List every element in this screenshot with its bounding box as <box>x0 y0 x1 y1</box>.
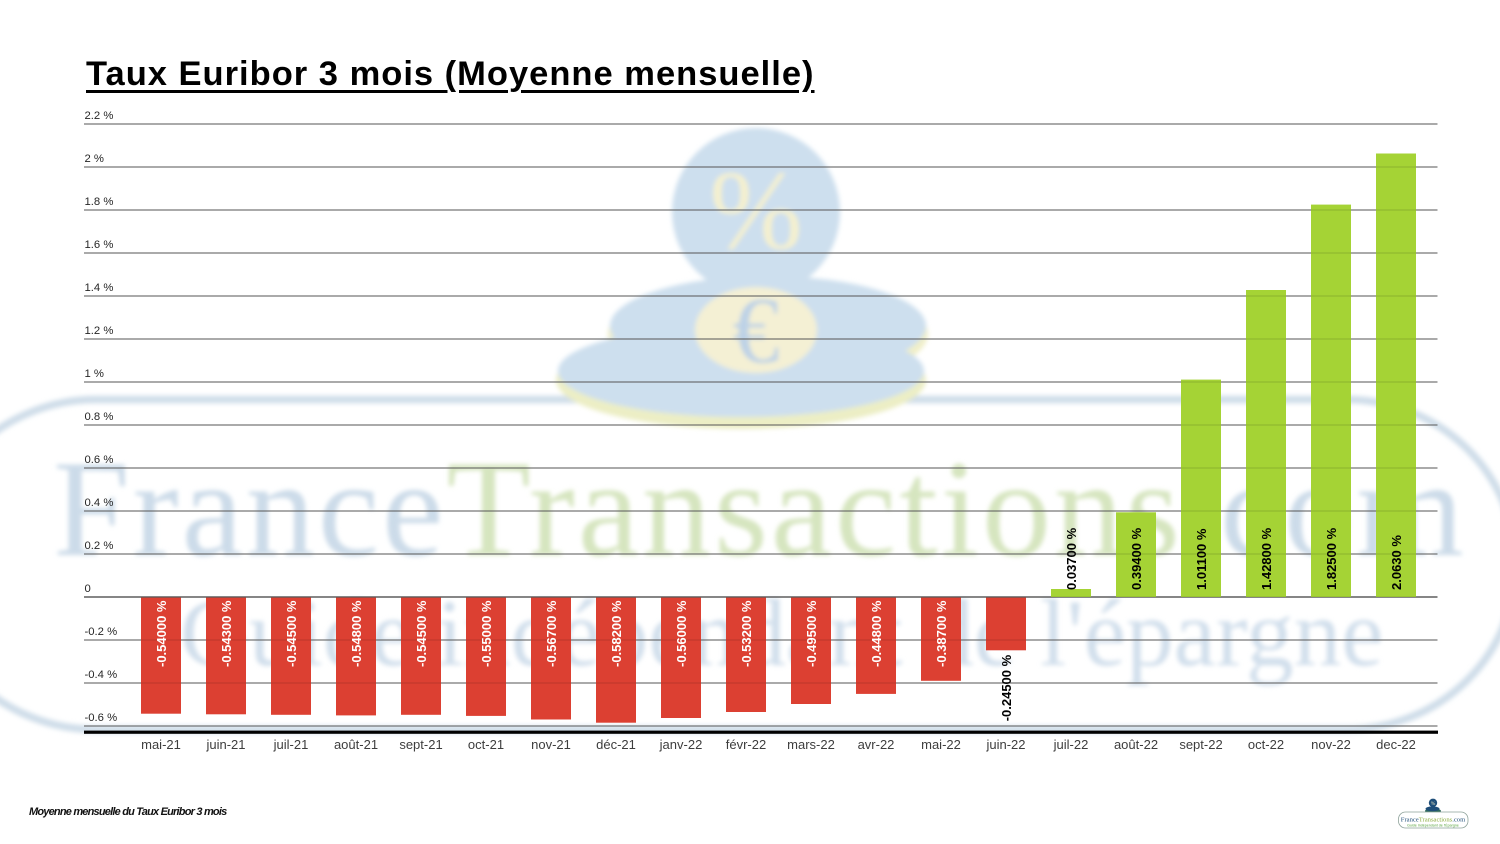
svg-text:juil-22: juil-22 <box>1053 737 1089 752</box>
svg-text:-0.38700 %: -0.38700 % <box>934 600 949 667</box>
svg-text:0.39400 %: 0.39400 % <box>1129 527 1144 590</box>
svg-text:nov-21: nov-21 <box>531 737 571 752</box>
svg-text:1.8 %: 1.8 % <box>85 196 114 208</box>
svg-text:1.4 %: 1.4 % <box>85 282 114 294</box>
svg-text:-0.55000 %: -0.55000 % <box>479 600 494 667</box>
svg-text:oct-22: oct-22 <box>1248 737 1284 752</box>
svg-text:1.2 %: 1.2 % <box>85 325 114 337</box>
svg-text:mars-22: mars-22 <box>787 737 835 752</box>
svg-text:janv-22: janv-22 <box>659 737 703 752</box>
svg-text:1.01100 %: 1.01100 % <box>1194 528 1209 590</box>
svg-text:-0.4 %: -0.4 % <box>85 669 118 681</box>
svg-text:2 %: 2 % <box>85 153 104 165</box>
svg-text:oct-21: oct-21 <box>468 737 504 752</box>
svg-text:mai-21: mai-21 <box>141 737 181 752</box>
svg-text:-0.54800 %: -0.54800 % <box>349 600 364 667</box>
svg-text:juin-22: juin-22 <box>985 737 1025 752</box>
svg-text:-0.54500 %: -0.54500 % <box>284 600 299 667</box>
svg-text:sept-22: sept-22 <box>1179 737 1222 752</box>
svg-text:juil-21: juil-21 <box>273 737 309 752</box>
svg-text:mai-22: mai-22 <box>921 737 961 752</box>
svg-text:2.0630 %: 2.0630 % <box>1389 535 1404 590</box>
svg-text:-0.6 %: -0.6 % <box>85 712 118 724</box>
svg-text:févr-22: févr-22 <box>726 737 766 752</box>
svg-text:-0.56700 %: -0.56700 % <box>544 600 559 667</box>
svg-text:août-21: août-21 <box>334 737 378 752</box>
svg-text:0.03700 %: 0.03700 % <box>1064 527 1079 590</box>
svg-text:-0.56000 %: -0.56000 % <box>674 600 689 667</box>
svg-text:0.6 %: 0.6 % <box>85 454 114 466</box>
svg-text:-0.44800 %: -0.44800 % <box>869 600 884 667</box>
svg-text:%: % <box>1431 801 1436 807</box>
svg-text:-0.54500 %: -0.54500 % <box>414 600 429 667</box>
svg-text:0: 0 <box>85 583 91 595</box>
svg-text:-0.58200 %: -0.58200 % <box>609 600 624 667</box>
svg-text:-0.24500 %: -0.24500 % <box>999 654 1014 721</box>
svg-text:-0.49500 %: -0.49500 % <box>804 600 819 667</box>
svg-text:%: % <box>709 149 802 273</box>
svg-text:0.2 %: 0.2 % <box>85 540 114 552</box>
svg-text:-0.2 %: -0.2 % <box>85 626 118 638</box>
svg-text:2.2 %: 2.2 % <box>85 110 114 122</box>
svg-text:1.42800 %: 1.42800 % <box>1259 527 1274 590</box>
svg-text:dec-22: dec-22 <box>1376 737 1416 752</box>
svg-text:FranceTransactions.com: FranceTransactions.com <box>1401 817 1466 824</box>
svg-text:déc-21: déc-21 <box>596 737 636 752</box>
svg-text:-0.53200 %: -0.53200 % <box>739 600 754 667</box>
svg-text:Guide indépendant de l'épargne: Guide indépendant de l'épargne <box>180 580 1384 686</box>
svg-text:1.6 %: 1.6 % <box>85 239 114 251</box>
svg-text:sept-21: sept-21 <box>399 737 442 752</box>
svg-text:1.82500 %: 1.82500 % <box>1324 527 1339 590</box>
svg-text:-0.54000 %: -0.54000 % <box>154 600 169 667</box>
svg-text:1 %: 1 % <box>85 368 104 380</box>
svg-text:nov-22: nov-22 <box>1311 737 1351 752</box>
svg-text:0.4 %: 0.4 % <box>85 497 114 509</box>
svg-text:août-22: août-22 <box>1114 737 1158 752</box>
svg-text:Guide Indépendant de l'Épargne: Guide Indépendant de l'Épargne <box>1407 823 1459 828</box>
svg-text:avr-22: avr-22 <box>858 737 895 752</box>
svg-text:-0.54300 %: -0.54300 % <box>219 600 234 667</box>
svg-text:juin-21: juin-21 <box>205 737 245 752</box>
svg-text:0.8 %: 0.8 % <box>85 411 114 423</box>
